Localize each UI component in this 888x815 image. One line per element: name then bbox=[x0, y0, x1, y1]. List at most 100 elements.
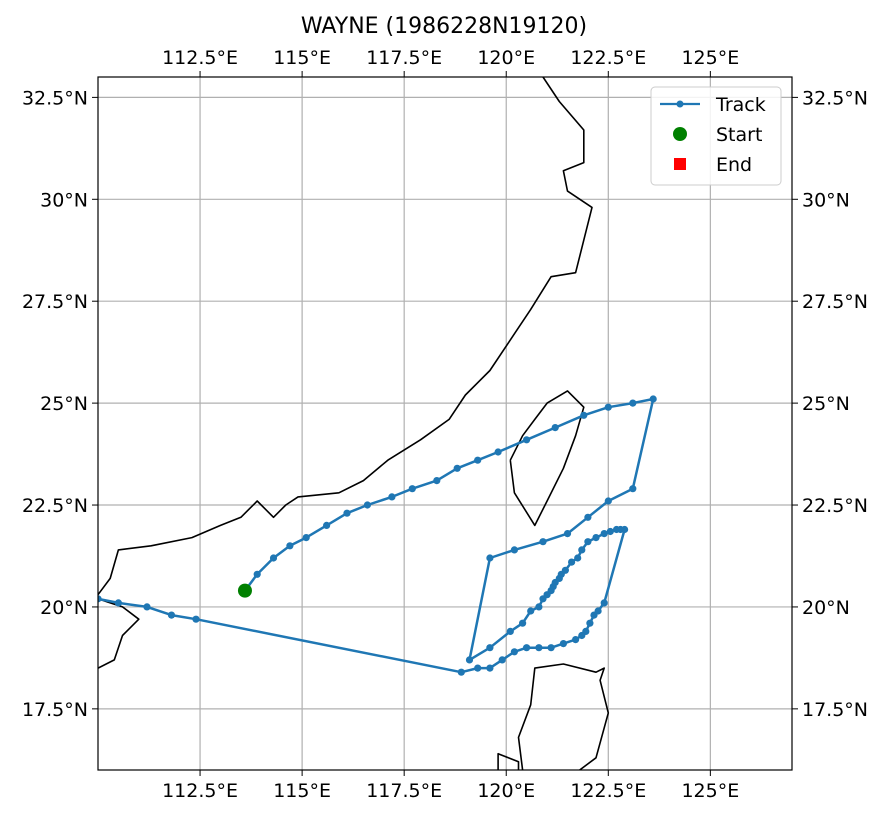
track-point bbox=[584, 538, 592, 546]
track-point bbox=[474, 456, 482, 464]
track-point bbox=[551, 424, 559, 432]
track-point bbox=[453, 464, 461, 472]
track-point bbox=[547, 644, 555, 652]
track-point bbox=[457, 668, 465, 676]
axis-ticks: 112.5°E 112.5°E 115°E 115°E 117.5°E 117.5°E 12… bbox=[22, 47, 868, 802]
tick-label-lat-left: 20°N bbox=[40, 597, 88, 619]
track-point bbox=[561, 566, 570, 574]
tick-label-lat-right: 25°N bbox=[802, 393, 850, 415]
tick-label-lat-left: 30°N bbox=[40, 189, 88, 211]
track-point bbox=[408, 485, 416, 493]
track-point bbox=[506, 627, 514, 636]
track-point bbox=[474, 664, 482, 672]
tick-label-lat-right: 32.5°N bbox=[802, 87, 868, 109]
tick-label-lat-right: 30°N bbox=[802, 189, 850, 211]
track-point bbox=[465, 656, 474, 664]
legend-label-track: Track bbox=[715, 94, 766, 116]
legend: Track Start End bbox=[650, 86, 782, 186]
track-point bbox=[302, 534, 310, 542]
tick-label-lat-right: 22.5°N bbox=[802, 495, 868, 517]
tick-label-lon-bottom: 122.5°E bbox=[570, 780, 646, 802]
track-point bbox=[363, 501, 371, 509]
track-point bbox=[586, 619, 594, 627]
track-point bbox=[494, 448, 502, 456]
tick-label-lon-bottom: 120°E bbox=[477, 780, 535, 802]
track-point bbox=[527, 607, 535, 615]
track-point bbox=[519, 619, 527, 627]
track-point bbox=[286, 542, 294, 550]
track-point bbox=[604, 497, 612, 505]
tick-label-lon-top: 115°E bbox=[273, 47, 331, 69]
tick-label-lon-top: 125°E bbox=[681, 47, 739, 69]
track-point bbox=[114, 599, 122, 607]
track-point bbox=[486, 644, 494, 652]
track-point bbox=[621, 525, 629, 534]
track-point bbox=[167, 611, 176, 619]
legend-track-dot bbox=[676, 100, 684, 108]
coastlines bbox=[98, 77, 610, 770]
track-point bbox=[510, 648, 518, 656]
track-point bbox=[592, 534, 600, 542]
tick-label-lat-left: 17.5°N bbox=[22, 699, 88, 721]
tick-label-lon-bottom: 117.5°E bbox=[366, 780, 442, 802]
tick-label-lat-right: 20°N bbox=[802, 597, 850, 619]
track-point bbox=[486, 664, 494, 672]
track-point bbox=[539, 538, 547, 546]
legend-label-start: Start bbox=[716, 124, 762, 146]
tick-label-lat-right: 27.5°N bbox=[802, 291, 868, 313]
track-point bbox=[604, 403, 612, 411]
track-point bbox=[253, 570, 261, 578]
track-point bbox=[498, 656, 506, 664]
tick-label-lon-top: 122.5°E bbox=[570, 47, 646, 69]
tick-label-lon-bottom: 115°E bbox=[273, 780, 331, 802]
track-point bbox=[388, 493, 396, 501]
tick-label-lat-right: 17.5°N bbox=[802, 699, 868, 721]
tick-label-lon-bottom: 125°E bbox=[681, 780, 739, 802]
track-point bbox=[578, 546, 586, 554]
coastline bbox=[98, 598, 140, 669]
track-start-marker bbox=[237, 583, 252, 598]
track-point bbox=[98, 595, 102, 603]
track-point bbox=[535, 603, 543, 611]
coastline bbox=[509, 390, 585, 527]
track-point bbox=[584, 513, 592, 521]
storm-track bbox=[98, 395, 657, 676]
track-point bbox=[600, 530, 608, 538]
track-point bbox=[580, 411, 588, 419]
legend-end-marker bbox=[674, 158, 686, 170]
track-point bbox=[563, 530, 572, 538]
coastline bbox=[517, 663, 610, 770]
track-point bbox=[535, 644, 543, 652]
tick-label-lon-bottom: 112.5°E bbox=[162, 780, 238, 802]
track-point bbox=[269, 554, 278, 562]
track-point bbox=[606, 527, 614, 536]
track-point bbox=[568, 558, 576, 566]
track-point bbox=[578, 631, 586, 640]
track-point bbox=[192, 615, 200, 623]
track-point bbox=[523, 436, 531, 444]
tick-label-lon-top: 120°E bbox=[477, 47, 535, 69]
map-title: WAYNE (1986228N19120) bbox=[301, 14, 587, 39]
track-point bbox=[559, 640, 568, 648]
track-point bbox=[600, 599, 608, 607]
track-point bbox=[323, 521, 331, 530]
legend-start-marker bbox=[673, 127, 687, 141]
legend-label-end: End bbox=[716, 154, 752, 176]
track-point bbox=[143, 603, 151, 611]
track-point bbox=[433, 477, 441, 485]
track-point bbox=[590, 611, 598, 619]
track-point bbox=[629, 485, 637, 493]
tick-label-lat-left: 27.5°N bbox=[22, 291, 88, 313]
track-point bbox=[510, 546, 518, 554]
tick-label-lat-left: 32.5°N bbox=[22, 87, 88, 109]
coastline bbox=[98, 77, 593, 596]
track-point bbox=[572, 636, 580, 644]
track-point bbox=[523, 644, 531, 652]
coastline bbox=[497, 752, 520, 770]
tick-label-lon-top: 112.5°E bbox=[162, 47, 238, 69]
track-point bbox=[486, 554, 494, 562]
plot-frame bbox=[97, 76, 793, 771]
tick-label-lat-left: 22.5°N bbox=[22, 495, 88, 517]
track-point bbox=[649, 395, 657, 403]
